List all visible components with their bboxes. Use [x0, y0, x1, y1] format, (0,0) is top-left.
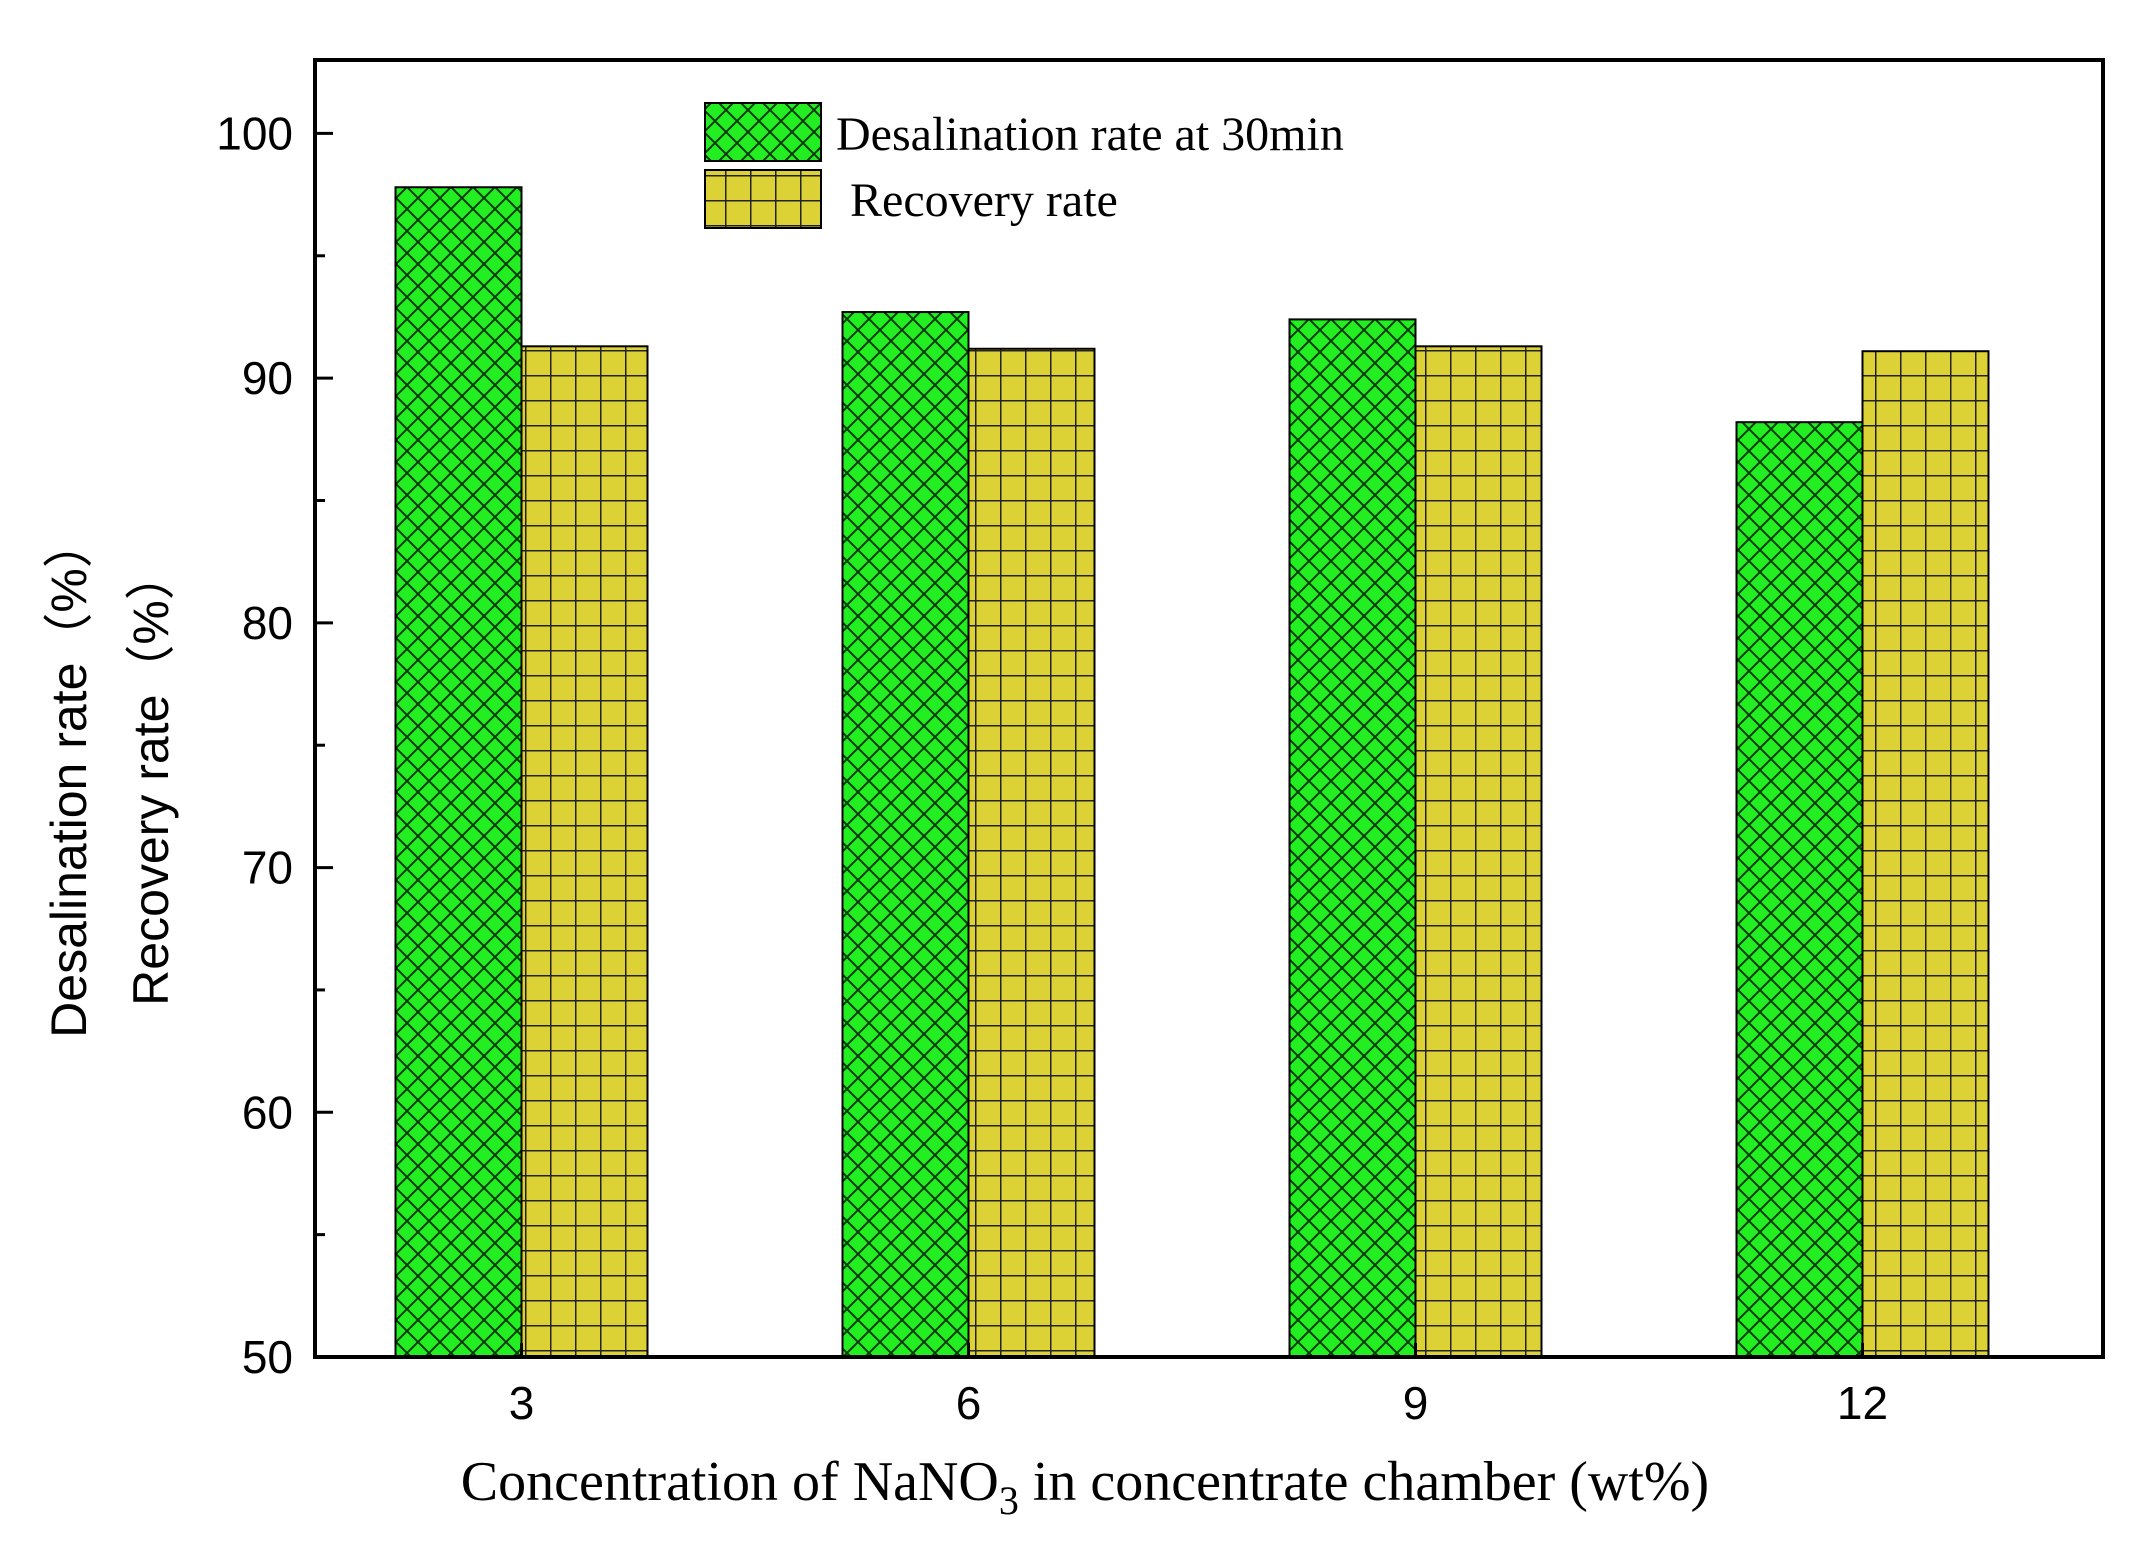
y-tick-label-70: 70 [242, 842, 293, 894]
bar-desalination-12 [1735, 421, 1864, 1358]
bar-recovery-9 [1414, 345, 1543, 1359]
bar-recovery-12 [1861, 350, 1990, 1358]
bar-desalination-9 [1288, 318, 1417, 1358]
plot-frame [313, 58, 2105, 1359]
x-axis: 3 6 9 12 [509, 1343, 1888, 1429]
legend-swatch-recovery [704, 169, 822, 229]
x-tick-label-9: 9 [1403, 1377, 1429, 1429]
y-axis: 50 60 70 80 90 100 [216, 107, 333, 1383]
y-tick-label-80: 80 [242, 597, 293, 649]
y-tick-label-90: 90 [242, 352, 293, 404]
y-tick-label-60: 60 [242, 1086, 293, 1138]
x-tick-label-12: 12 [1837, 1377, 1888, 1429]
x-axis-label-subscript: 3 [999, 1478, 1019, 1523]
x-tick-label-3: 3 [509, 1377, 535, 1429]
x-axis-label-rest: in concentrate chamber (wt%) [1019, 1451, 1709, 1513]
y-tick-label-50: 50 [242, 1331, 293, 1383]
bars-group [394, 186, 1990, 1359]
bar-desalination-3 [394, 186, 523, 1359]
y-axis-label-recovery: Recovery rate（%） [123, 550, 179, 1006]
legend-swatch-desalination [704, 102, 822, 162]
x-tick-label-6: 6 [956, 1377, 982, 1429]
legend-label-recovery: Recovery rate [850, 174, 1118, 227]
y-tick-label-100: 100 [216, 107, 293, 159]
x-axis-label-main: Concentration of NaNO [461, 1451, 999, 1513]
bar-recovery-3 [520, 345, 649, 1359]
legend: Desalination rate at 30min Recovery rate [704, 102, 1344, 229]
y-axis-label-desalination: Desalination rate（%） [41, 518, 97, 1038]
legend-label-desalination: Desalination rate at 30min [836, 108, 1344, 161]
bar-recovery-6 [967, 347, 1096, 1358]
bar-desalination-6 [841, 311, 970, 1359]
x-axis-label: Concentration of NaNO3 in concentrate ch… [461, 1451, 1709, 1523]
